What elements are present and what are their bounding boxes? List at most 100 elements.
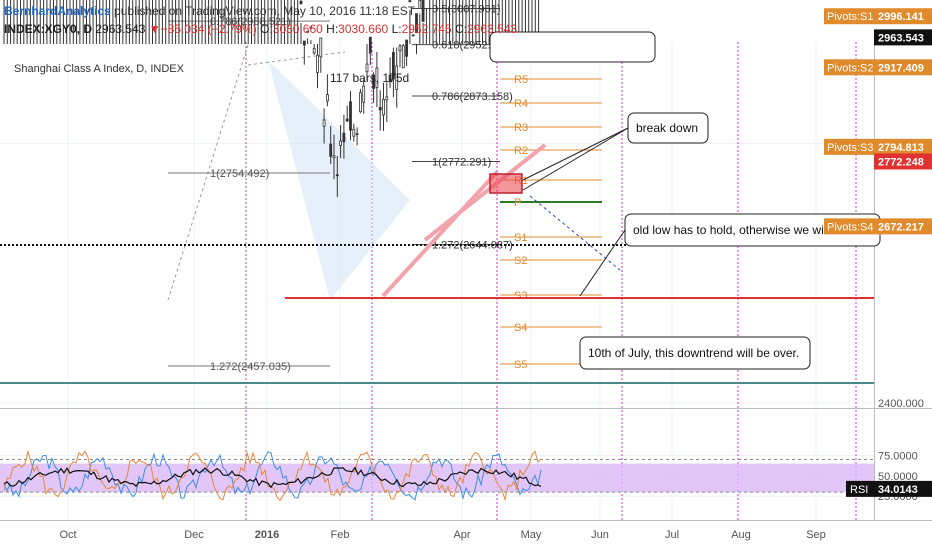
publisher-link[interactable]: BernhardAnalytics bbox=[4, 4, 111, 18]
pivot-level-label: S2 bbox=[514, 255, 527, 267]
stoch-k-line bbox=[3, 451, 542, 501]
pivot-level-label: P bbox=[514, 197, 521, 209]
x-tick-label: Dec bbox=[184, 529, 204, 541]
rsi-value: 34.0143 bbox=[878, 484, 918, 496]
fib-level-label: 1(2754.492) bbox=[210, 168, 269, 180]
high-value: 3030.660 bbox=[338, 22, 389, 36]
pivot-level-label: R4 bbox=[514, 98, 528, 110]
candle-body bbox=[312, 48, 316, 54]
candle-body bbox=[306, 30, 310, 33]
rsi-value-box bbox=[874, 480, 932, 497]
x-tick-label: Feb bbox=[331, 529, 350, 541]
pivot-level-label: S4 bbox=[514, 322, 527, 334]
close-label: C: bbox=[455, 22, 467, 36]
pivot-level-label: R5 bbox=[514, 74, 528, 86]
candle-body bbox=[365, 63, 369, 73]
measure-triangle bbox=[268, 60, 410, 300]
price-change: −85.034 (−2.79%) bbox=[160, 22, 257, 36]
price-label-name-box bbox=[824, 59, 874, 76]
candle-body bbox=[355, 133, 359, 136]
published-text: published on TradingView.com, May 10, 20… bbox=[114, 4, 416, 18]
x-tick-label: 2016 bbox=[255, 529, 279, 541]
x-tick-label: Sep bbox=[806, 529, 826, 541]
fib-level-label: 1.272(2457.035) bbox=[210, 361, 291, 373]
candle-body bbox=[352, 128, 356, 137]
stoch-d-line bbox=[3, 449, 542, 502]
projection-line bbox=[529, 195, 621, 271]
symbol-label: INDEX:XGY0, D bbox=[4, 22, 93, 36]
candle-body bbox=[372, 74, 376, 89]
candle-body bbox=[345, 118, 349, 122]
candle-body bbox=[385, 96, 389, 101]
candle-body bbox=[418, 0, 422, 10]
price-label-value-box bbox=[874, 59, 932, 76]
price-label-name: Pivots:S1 bbox=[827, 11, 873, 23]
candle-body bbox=[316, 54, 319, 73]
candle-body bbox=[375, 67, 379, 88]
price-label-name: Pivots:S4 bbox=[827, 221, 873, 233]
low-label: L: bbox=[391, 22, 402, 36]
price-label-value: 2672.217 bbox=[878, 221, 924, 233]
price-label-value-box bbox=[874, 29, 932, 46]
candle-body bbox=[368, 36, 372, 54]
candle-body bbox=[349, 101, 352, 131]
breakdown-box bbox=[489, 173, 523, 194]
break-down-callout-text: break down bbox=[636, 121, 698, 135]
price-label-value-box bbox=[874, 138, 932, 155]
price-label-name-box bbox=[824, 218, 874, 235]
candle-body bbox=[335, 174, 339, 177]
fib-level-label: 0.786(2873.158) bbox=[432, 91, 513, 103]
wedge-trendline bbox=[423, 143, 547, 242]
last-price: 2963.543 bbox=[95, 22, 146, 36]
chart-title: Shanghai Class A Index, D, INDEX bbox=[14, 63, 185, 75]
candle-body bbox=[398, 45, 402, 52]
price-label-name: Pivots:S2 bbox=[827, 62, 873, 74]
pivot-level-label: R3 bbox=[514, 122, 528, 134]
candle-body bbox=[299, 0, 303, 5]
pivot-level-label: S1 bbox=[514, 232, 527, 244]
x-tick-label: Jul bbox=[665, 529, 679, 541]
price-label-value: 2996.141 bbox=[878, 11, 924, 23]
candle-body bbox=[302, 40, 306, 46]
candle-body bbox=[405, 39, 409, 57]
candle-body bbox=[408, 0, 412, 3]
rsi-tick-label: 50.0000 bbox=[878, 471, 918, 483]
candle-body bbox=[358, 92, 362, 113]
rsi-band bbox=[0, 463, 874, 493]
candle-body bbox=[382, 99, 385, 116]
x-tick-label: Aug bbox=[731, 529, 751, 541]
ohlc-line: INDEX:XGY0, D 2963.543 ▼−85.034 (−2.79%)… bbox=[4, 22, 517, 36]
downtrend-callout-text: 10th of July, this downtrend will be ove… bbox=[588, 346, 799, 360]
publish-line: BernhardAnalytics published on TradingVi… bbox=[4, 4, 415, 18]
low-value: 2952.745 bbox=[401, 22, 452, 36]
price-label-value: 2772.248 bbox=[878, 156, 924, 168]
open-value: 3030.660 bbox=[272, 22, 323, 36]
candle-body bbox=[391, 51, 395, 80]
down-arrow-icon: ▼ bbox=[148, 22, 161, 36]
downtrend-callout-box bbox=[579, 336, 811, 370]
candle-body bbox=[319, 37, 323, 58]
candle-body bbox=[332, 155, 336, 159]
price-label-value-box bbox=[874, 153, 932, 170]
close-value: 2963.543 bbox=[467, 22, 518, 36]
fib-trendline bbox=[167, 44, 249, 301]
candle-body bbox=[325, 94, 329, 102]
chart-header: BernhardAnalytics published on TradingVi… bbox=[0, 0, 932, 42]
candle-body bbox=[411, 34, 415, 37]
candle-body bbox=[395, 65, 399, 90]
price-label-value: 2963.543 bbox=[878, 32, 924, 44]
fib-trendline bbox=[247, 51, 346, 66]
candle-body bbox=[401, 45, 405, 69]
price-label-name-box bbox=[824, 138, 874, 155]
x-tick-label: Jun bbox=[591, 529, 609, 541]
candle-body bbox=[339, 140, 343, 146]
price-label-value: 2794.813 bbox=[878, 142, 924, 154]
pivot-level-label: S3 bbox=[514, 290, 527, 302]
candle-body bbox=[415, 13, 418, 34]
old-low-callout-text: old low has to hold, otherwise we will s… bbox=[633, 223, 882, 237]
candle-body bbox=[329, 143, 333, 157]
price-tick-label: 2400.000 bbox=[878, 398, 924, 410]
pivot-level-label: R2 bbox=[514, 145, 528, 157]
candle-body bbox=[309, 26, 313, 29]
